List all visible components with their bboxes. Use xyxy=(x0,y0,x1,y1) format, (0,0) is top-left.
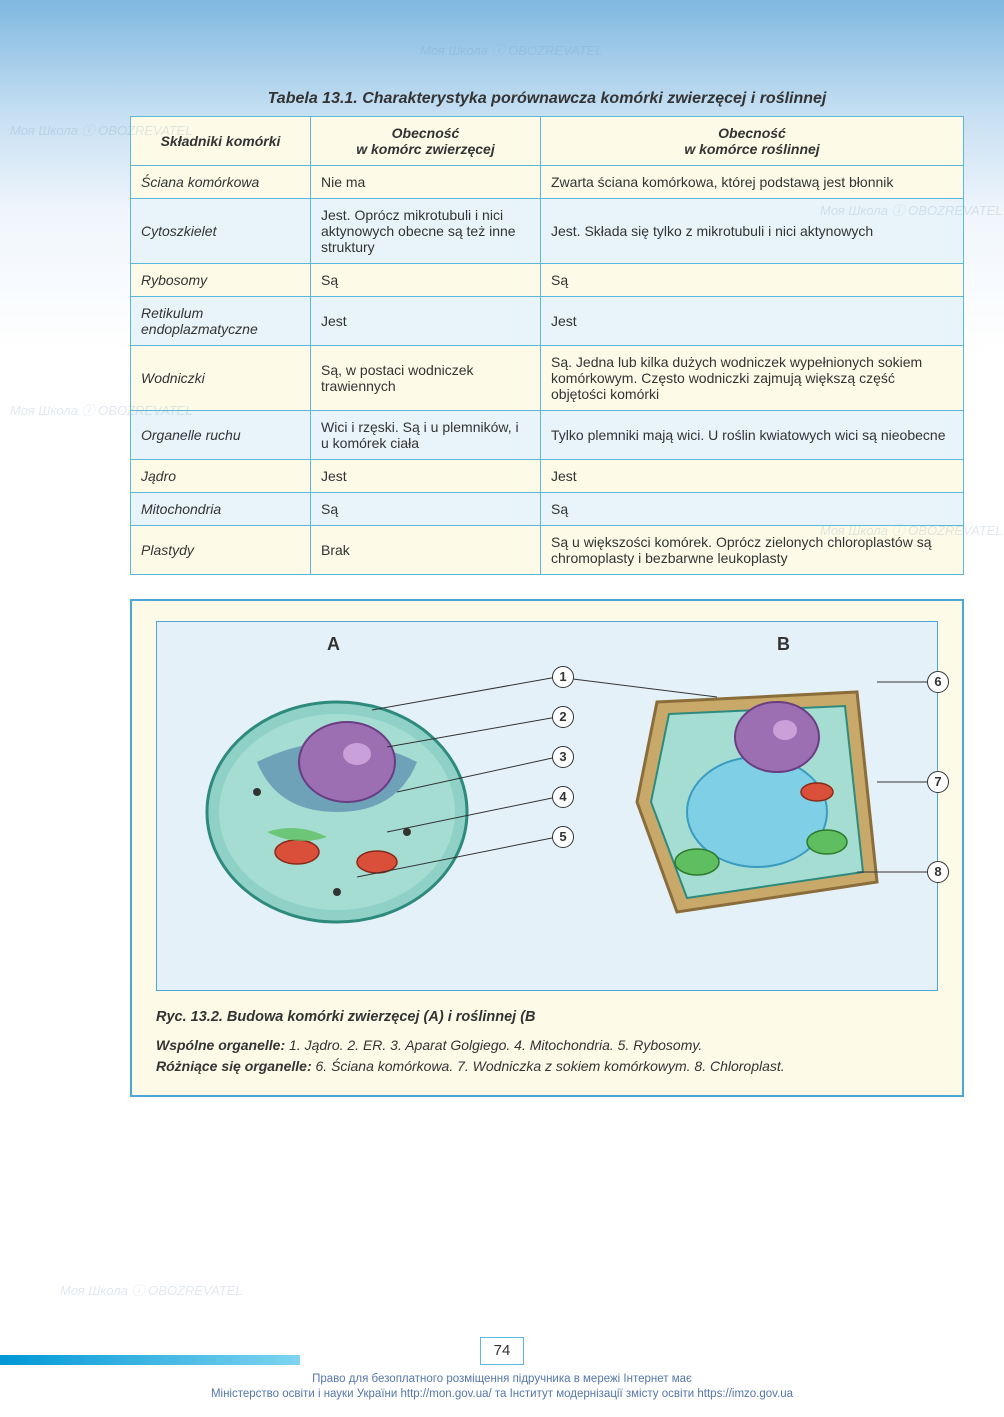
cells-diagram: A B xyxy=(156,621,938,991)
table-header-plant: Obecność w komórce roślinnej xyxy=(541,117,964,166)
footer-color-strip xyxy=(0,1355,300,1365)
table-row: Ściana komórkowaNie maZwarta ściana komó… xyxy=(131,166,964,199)
figure-caption: Ryc. 13.2. Budowa komórki zwierzęcej (A)… xyxy=(156,1009,938,1025)
label-number-6: 6 xyxy=(927,671,949,693)
label-number-7: 7 xyxy=(927,771,949,793)
watermark: Моя Школа ⓘ OBOZREVATEL xyxy=(60,1280,243,1299)
table-row: MitochondriaSąSą xyxy=(131,493,964,526)
page-number: 74 xyxy=(480,1337,524,1365)
table-row: Retikulum endoplazmatyczneJestJest xyxy=(131,297,964,346)
figure-legend: Wspólne organelle: 1. Jądro. 2. ER. 3. A… xyxy=(156,1035,938,1077)
label-number-3: 3 xyxy=(552,746,574,768)
label-number-5: 5 xyxy=(552,826,574,848)
table-row: CytoszkieletJest. Oprócz mikrotubuli i n… xyxy=(131,199,964,264)
table-row: WodniczkiSą, w postaci wodniczek trawien… xyxy=(131,346,964,411)
comparison-table: Składniki komórki Obecność w komórc zwie… xyxy=(130,116,964,575)
label-number-2: 2 xyxy=(552,706,574,728)
legend-common-label: Wspólne organelle: xyxy=(156,1037,285,1053)
legend-diff-text: 6. Ściana komórkowa. 7. Wodniczka z soki… xyxy=(312,1058,785,1074)
footer-text: Право для безоплатного розміщення підруч… xyxy=(50,1372,954,1403)
table-title: Tabela 13.1. Charakterystyka porównawcza… xyxy=(130,90,964,108)
legend-common-text: 1. Jądro. 2. ER. 3. Aparat Golgiego. 4. … xyxy=(285,1037,702,1053)
label-number-8: 8 xyxy=(927,861,949,883)
table-header-components: Składniki komórki xyxy=(131,117,311,166)
figure-box: A B xyxy=(130,599,964,1097)
legend-diff-label: Różniące się organelle: xyxy=(156,1058,312,1074)
leader-lines xyxy=(157,622,937,990)
table-header-animal: Obecność w komórc zwierzęcej xyxy=(311,117,541,166)
table-row: PlastydyBrakSą u większości komórek. Opr… xyxy=(131,526,964,575)
table-row: Organelle ruchuWici i rzęski. Są i u ple… xyxy=(131,411,964,460)
table-row: JądroJestJest xyxy=(131,460,964,493)
label-number-1: 1 xyxy=(552,666,574,688)
label-number-4: 4 xyxy=(552,786,574,808)
table-row: RybosomySąSą xyxy=(131,264,964,297)
watermark: Моя Школа ⓘ OBOZREVATEL xyxy=(420,40,603,59)
